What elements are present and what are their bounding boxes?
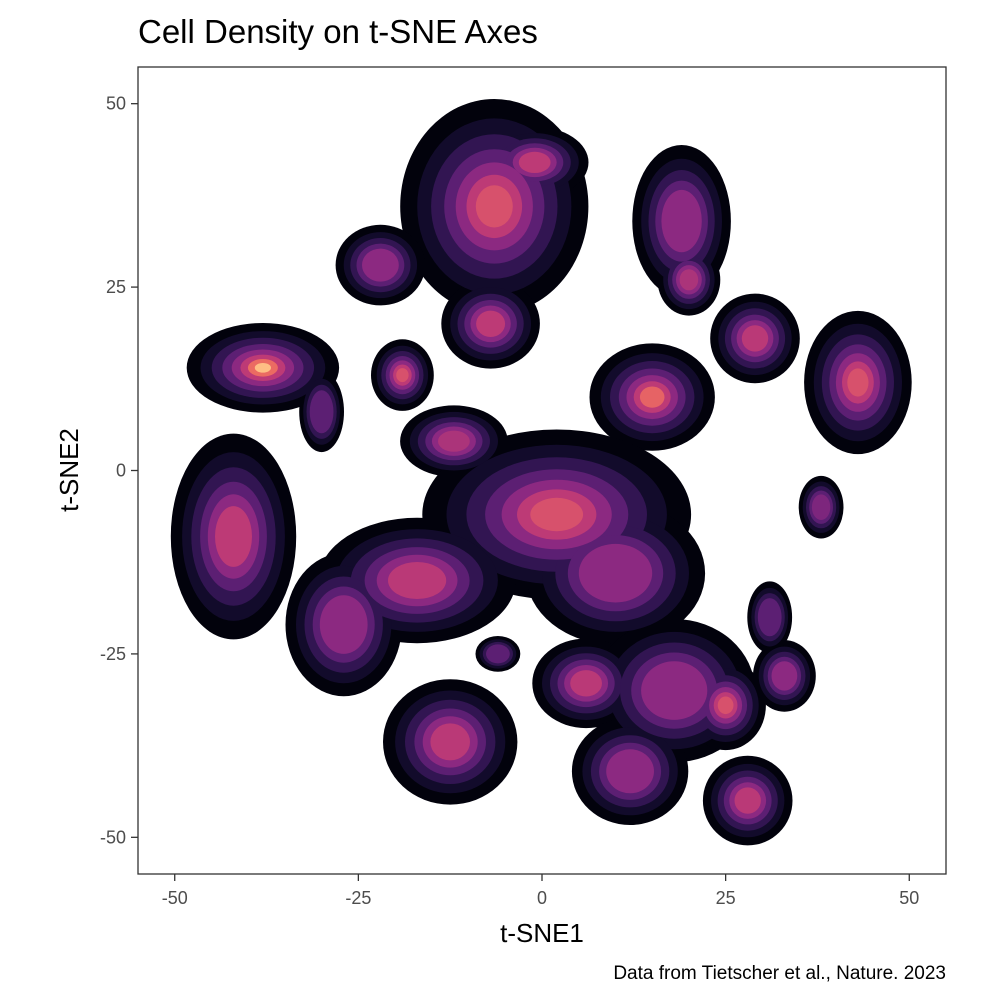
y-tick-label: -50: [100, 827, 126, 847]
density-cluster-upper-center: [475, 185, 513, 228]
x-axis-title: t-SNE1: [500, 918, 584, 948]
y-tick-label: 0: [116, 461, 126, 481]
x-axis: -50 -25 0 25 50: [162, 874, 919, 908]
density-cluster-mid-upper: [476, 310, 506, 337]
density-cluster-right-top-small: [757, 598, 782, 637]
density-cluster-left-band-end: [319, 595, 368, 654]
chart-caption: Data from Tietscher et al., Nature. 2023: [613, 963, 946, 984]
density-cluster-upper-center-top: [518, 151, 551, 173]
density-cluster-left-lower: [215, 506, 252, 567]
x-tick-label: -50: [162, 888, 188, 908]
density-cluster-small-left: [396, 368, 409, 383]
density-cluster-lower-center: [641, 661, 708, 720]
density-cluster-far-right: [847, 368, 869, 397]
density-cluster-lower-mid: [570, 670, 602, 697]
density-cluster-far-right-small: [811, 494, 831, 520]
y-axis: -50 -25 0 25 50: [100, 94, 138, 847]
density-cluster-upper-right: [661, 189, 702, 253]
density-cluster-center-lower-small: [486, 644, 510, 664]
density-cluster-bottom-left: [430, 723, 471, 761]
density-cluster-right-upper: [741, 325, 769, 352]
x-tick-label: 50: [899, 888, 919, 908]
x-tick-label: 0: [537, 888, 547, 908]
density-cluster-center-small: [438, 430, 470, 452]
density-layer: [170, 98, 912, 846]
density-cluster-right-mid: [639, 386, 665, 408]
x-tick-label: 25: [716, 888, 736, 908]
density-cluster-bottom-center: [606, 749, 654, 794]
density-cluster-center-mid: [578, 543, 653, 603]
density-cluster-left-band: [388, 562, 447, 599]
density-cluster-lower-right: [717, 696, 734, 715]
y-tick-label: 50: [106, 94, 126, 114]
density-cluster-right-lower-small: [771, 661, 798, 691]
y-tick-label: -25: [100, 644, 126, 664]
density-cluster-center-large: [530, 497, 584, 532]
density-cluster-far-left-bright: [254, 363, 271, 373]
y-axis-title: t-SNE2: [54, 428, 84, 512]
chart-title: Cell Density on t-SNE Axes: [138, 13, 538, 50]
x-tick-label: -25: [345, 888, 371, 908]
y-tick-label: 25: [106, 277, 126, 297]
density-cluster-upper-right-low: [679, 269, 699, 291]
density-cluster-left-upper: [362, 248, 399, 282]
density-cluster-bottom-right: [734, 787, 761, 814]
density-cluster-far-left-tail: [309, 390, 334, 434]
